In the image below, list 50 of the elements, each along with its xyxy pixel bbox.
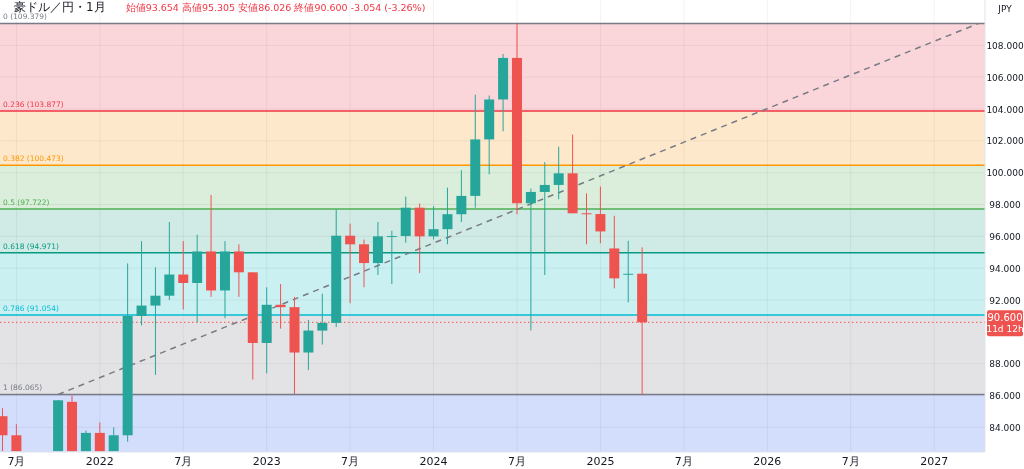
y-tick-label: 88.000: [989, 359, 1022, 370]
x-tick-label: 7月: [674, 455, 693, 468]
x-tick-label: 7月: [341, 455, 360, 468]
candlestick: [233, 243, 244, 298]
text: JPY: [997, 4, 1013, 14]
candlestick: [359, 239, 370, 288]
ref-line-label: 90.600: [987, 312, 1023, 324]
x-tick-label: 7月: [7, 455, 26, 468]
candlestick: [456, 169, 467, 223]
y-tick-label: 102.000: [986, 136, 1024, 147]
candlestick: [386, 230, 397, 285]
y-tick-label: 96.000: [989, 231, 1022, 242]
y-tick-label: 106.000: [986, 72, 1024, 83]
candlestick: [623, 240, 634, 303]
x-tick-label: 2025: [586, 455, 615, 468]
x-tick-label: 2022: [85, 455, 114, 468]
candlestick: [164, 221, 175, 301]
x-tick-label: 2026: [753, 455, 782, 468]
candlestick: [136, 240, 147, 326]
candlestick: [150, 266, 161, 376]
candlestick: [595, 186, 606, 244]
y-tick-label: 94.000: [989, 263, 1022, 274]
candlestick: [553, 146, 564, 200]
y-tick-label: 92.000: [989, 295, 1022, 306]
y-tick-label: 98.000: [989, 200, 1022, 211]
x-tick-label: 7月: [841, 455, 860, 468]
candlestick: [525, 188, 536, 332]
y-tick-label: 108.000: [986, 40, 1024, 51]
x-tick-label: 2023: [252, 455, 281, 468]
candlestick: [11, 423, 22, 452]
candlestick: [581, 192, 592, 245]
y-tick-label: 84.000: [989, 422, 1022, 433]
y-tick-label: 100.000: [986, 168, 1024, 179]
x-tick-label: 7月: [174, 455, 193, 468]
y-tick-label: 104.000: [986, 104, 1024, 115]
candlestick: [539, 161, 550, 276]
chart-title: 豪ドル／円・1月: [14, 0, 106, 14]
text: 11d 12h: [986, 324, 1024, 335]
candlestick: [317, 293, 328, 346]
x-tick-label: 2024: [419, 455, 448, 468]
candlestick: [442, 187, 453, 245]
x-tick-label: 7月: [507, 455, 526, 468]
candlestick: [428, 205, 439, 241]
x-tick-label: 2027: [920, 455, 949, 468]
y-tick-label: 86.000: [989, 391, 1022, 401]
candlestick: [94, 422, 105, 452]
candlestick: [178, 240, 189, 311]
candlestick: [303, 319, 314, 371]
candlestick: [345, 223, 356, 304]
annotation: 始値93.654 高値95.305 安値86.026 終値90.600 -3.054 (-3.26%): [125, 2, 426, 13]
